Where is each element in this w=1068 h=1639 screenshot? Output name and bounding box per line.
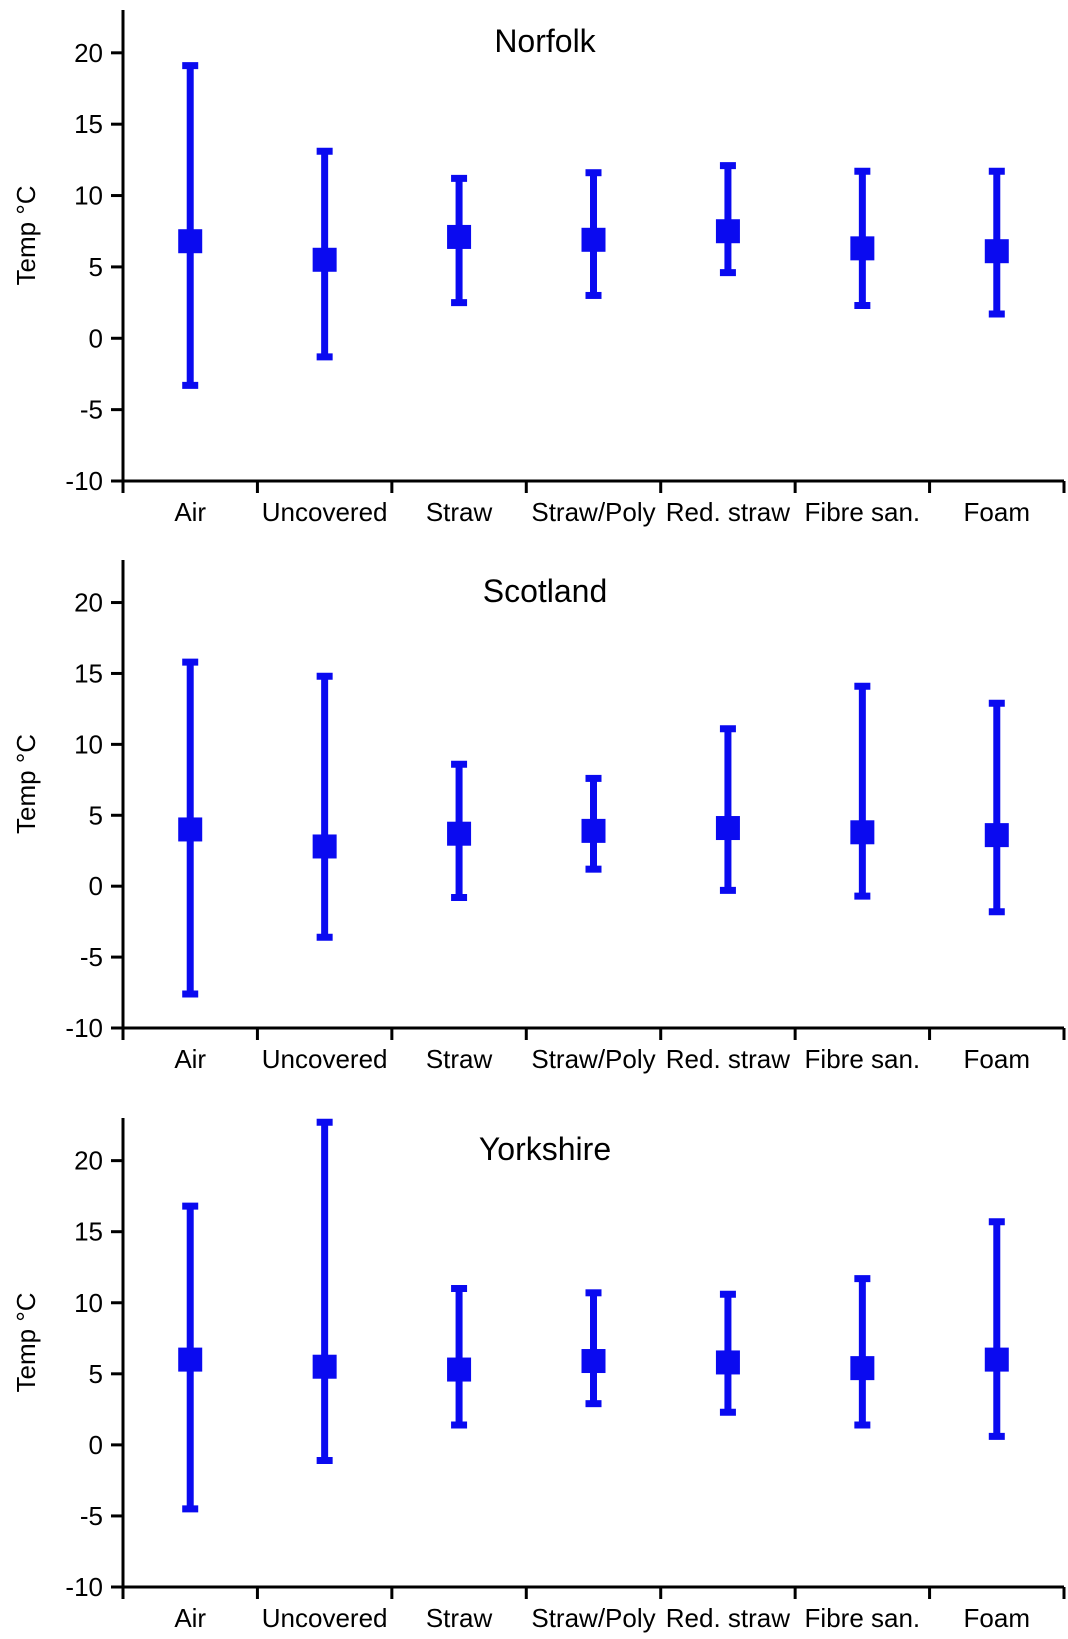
x-tick-label: Uncovered [262, 497, 388, 527]
chart-panel-3: -10 -5 0 5 10 15 20 Air Uncovered Straw Straw/Poly… [11, 1118, 1066, 1633]
x-tick-label: Fibre san. [805, 1603, 921, 1633]
y-tick-label: -10 [65, 466, 103, 496]
x-tick-label: Air [174, 1044, 206, 1074]
y-tick-label: -5 [80, 942, 103, 972]
chart-panel-1: -10 -5 0 5 10 15 20 Air Uncovered Straw Straw/Poly… [11, 10, 1066, 527]
y-tick-label: -5 [80, 395, 103, 425]
y-tick-label: 10 [74, 181, 103, 211]
y-axis-label: Temp °C [11, 1293, 41, 1393]
y-axis-label: Temp °C [11, 186, 41, 286]
x-tick-label: Uncovered [262, 1044, 388, 1074]
y-tick-label: 20 [74, 38, 103, 68]
mean-marker [312, 1354, 337, 1379]
mean-marker [447, 224, 472, 249]
mean-marker [312, 247, 337, 272]
x-tick-label: Foam [964, 497, 1030, 527]
y-axis-label: Temp °C [11, 734, 41, 834]
y-tick-label: -5 [80, 1501, 103, 1531]
y-tick-label: 10 [74, 729, 103, 759]
x-tick-label: Uncovered [262, 1603, 388, 1633]
mean-marker [312, 834, 337, 859]
mean-marker [984, 1347, 1009, 1372]
x-tick-label: Red. straw [666, 1603, 790, 1633]
mean-marker [178, 817, 203, 842]
x-tick-label: Foam [964, 1044, 1030, 1074]
y-tick-label: -10 [65, 1013, 103, 1043]
x-tick-label: Straw [426, 497, 493, 527]
y-tick-label: 10 [74, 1288, 103, 1318]
mean-marker [447, 1357, 472, 1382]
x-tick-label: Red. straw [666, 497, 790, 527]
x-tick-label: Straw/Poly [531, 497, 655, 527]
x-tick-label: Fibre san. [805, 1044, 921, 1074]
y-tick-label: -10 [65, 1572, 103, 1602]
y-tick-label: 0 [89, 1430, 103, 1460]
y-tick-label: 15 [74, 109, 103, 139]
x-tick-label: Red. straw [666, 1044, 790, 1074]
mean-marker [850, 1356, 875, 1381]
mean-marker [581, 1349, 606, 1374]
x-tick-label: Straw [426, 1603, 493, 1633]
mean-marker [447, 821, 472, 846]
mean-marker [178, 229, 203, 254]
mean-marker [581, 227, 606, 252]
y-tick-label: 5 [89, 800, 103, 830]
mean-marker [850, 236, 875, 261]
y-tick-label: 0 [89, 323, 103, 353]
y-tick-label: 20 [74, 1146, 103, 1176]
y-tick-label: 20 [74, 588, 103, 618]
y-tick-label: 15 [74, 658, 103, 688]
x-tick-label: Straw/Poly [531, 1603, 655, 1633]
mean-marker [984, 239, 1009, 264]
x-tick-label: Air [174, 497, 206, 527]
y-tick-label: 5 [89, 1359, 103, 1389]
x-tick-label: Foam [964, 1603, 1030, 1633]
y-tick-label: 0 [89, 871, 103, 901]
x-tick-label: Straw/Poly [531, 1044, 655, 1074]
chart-title: Yorkshire [479, 1131, 611, 1167]
mean-marker [850, 820, 875, 845]
x-tick-label: Straw [426, 1044, 493, 1074]
x-tick-label: Fibre san. [805, 497, 921, 527]
mean-marker [178, 1347, 203, 1372]
mean-marker [581, 818, 606, 843]
mean-marker [715, 219, 740, 244]
chart-title: Scotland [483, 573, 608, 609]
chart-title: Norfolk [494, 23, 596, 59]
chart-panel-2: -10 -5 0 5 10 15 20 Air Uncovered Straw Straw/Poly… [11, 560, 1066, 1074]
y-tick-label: 5 [89, 252, 103, 282]
x-tick-label: Air [174, 1603, 206, 1633]
mean-marker [715, 816, 740, 841]
mean-marker [715, 1350, 740, 1375]
y-tick-label: 15 [74, 1217, 103, 1247]
mean-marker [984, 823, 1009, 848]
